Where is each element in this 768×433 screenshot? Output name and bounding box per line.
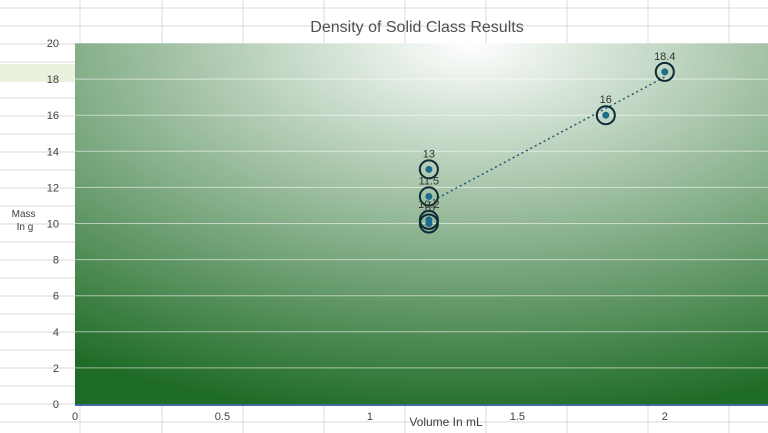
y-tick-label: 14 (47, 146, 59, 158)
y-tick-label: 18 (47, 74, 59, 86)
data-point (661, 68, 669, 76)
x-tick-label: 0 (72, 411, 78, 423)
data-point (425, 165, 433, 173)
y-tick-label: 10 (47, 219, 59, 231)
data-point-ring (595, 105, 616, 126)
data-point-ring (418, 159, 439, 180)
x-axis-title: Volume In mL (409, 415, 483, 429)
x-axis-tick-labels: 0 0.5 1 1.5 2 (72, 411, 668, 423)
data-label: 11.5 (419, 175, 440, 187)
y-tick-label: 2 (53, 363, 59, 375)
x-tick-label: 0.5 (215, 411, 230, 423)
data-label: 16 (600, 94, 612, 106)
data-label: 10 (423, 203, 435, 215)
y-tick-label: 16 (47, 110, 59, 122)
data-points (418, 61, 675, 234)
x-tick-label: 1 (367, 411, 373, 423)
x-tick-label: 2 (662, 411, 668, 423)
y-tick-label: 4 (53, 327, 59, 339)
data-point-ring (654, 61, 675, 82)
data-point (602, 111, 610, 119)
selected-row-highlight (0, 64, 80, 82)
y-tick-label: 12 (47, 182, 59, 194)
y-tick-label: 8 (53, 255, 59, 267)
data-point-ring (418, 186, 439, 207)
data-labels: 13 11.5 10.210 16 18.4 (418, 51, 675, 215)
y-tick-label: 20 (47, 38, 59, 50)
data-label: 18.4 (654, 51, 675, 63)
y-tick-label: 6 (53, 291, 59, 303)
x-tick-label: 1.5 (510, 411, 525, 423)
y-axis-tick-labels: 0 2 4 6 8 10 12 14 16 18 20 (47, 38, 59, 411)
y-axis-title: Mass In g (12, 209, 39, 233)
y-tick-label: 0 (53, 399, 59, 411)
gridlines (75, 42, 768, 369)
data-label: 10.2 (418, 199, 439, 211)
data-label: 13 (423, 148, 435, 160)
data-point-ring (418, 213, 439, 234)
chart-title: Density of Solid Class Results (310, 19, 523, 36)
data-point (425, 192, 433, 200)
data-point (425, 220, 433, 227)
